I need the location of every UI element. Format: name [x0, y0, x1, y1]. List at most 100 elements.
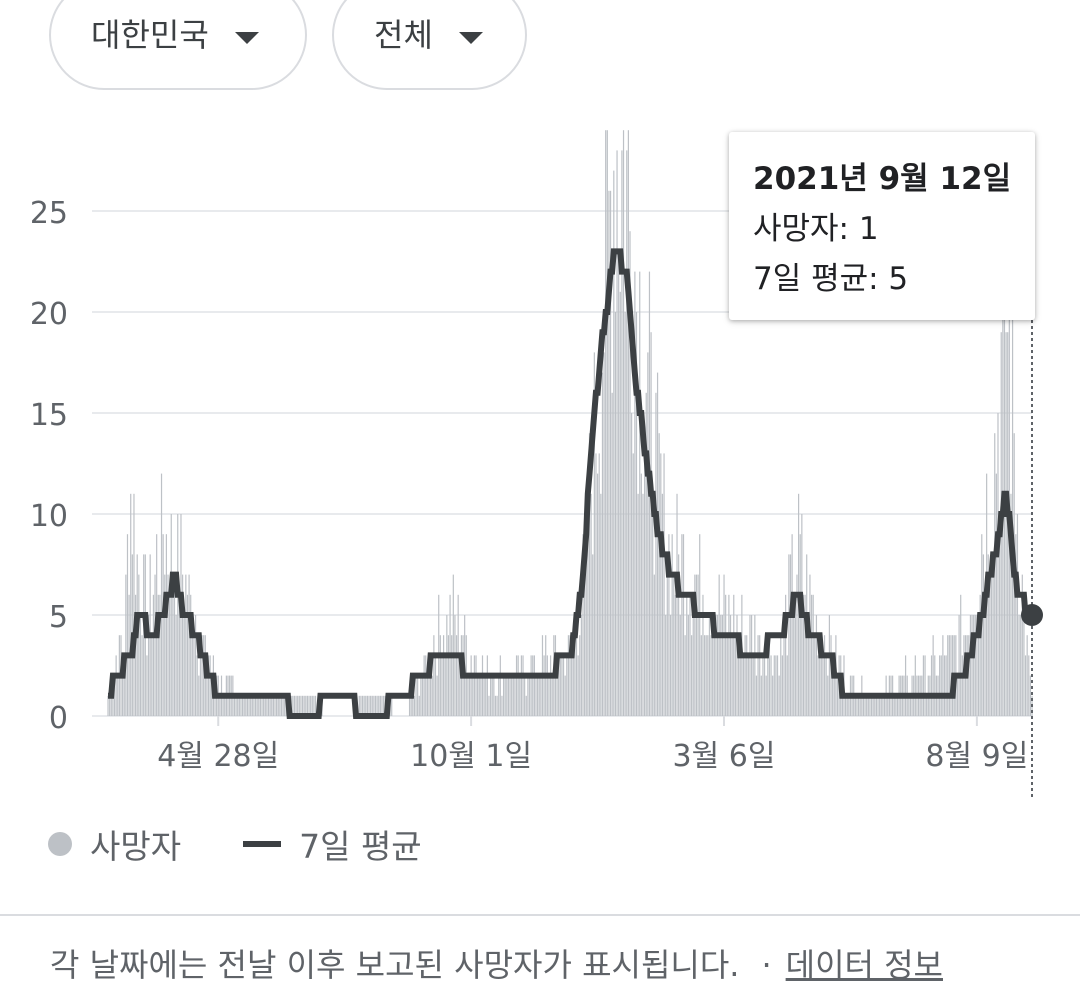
- deaths-bar: [391, 695, 393, 716]
- deaths-bar: [652, 514, 654, 716]
- deaths-bar: [235, 695, 237, 716]
- deaths-bar: [687, 615, 689, 716]
- deaths-bar: [678, 554, 680, 716]
- deaths-bar: [768, 635, 771, 716]
- deaths-bar: [948, 635, 950, 716]
- deaths-bar: [629, 231, 631, 716]
- chart-tooltip: 2021년 9월 12일 사망자: 1 7일 평균: 5: [729, 132, 1035, 320]
- deaths-bar: [828, 615, 831, 716]
- deaths-bar: [793, 615, 795, 716]
- deaths-bar: [571, 635, 573, 716]
- deaths-bar: [869, 695, 871, 716]
- deaths-bar: [277, 695, 279, 716]
- deaths-bar: [123, 655, 125, 716]
- deaths-bar: [188, 574, 190, 716]
- x-tick-label: 4월 28일: [157, 739, 279, 774]
- deaths-bar: [519, 675, 521, 716]
- deaths-bar: [254, 695, 257, 716]
- deaths-bar: [746, 635, 748, 716]
- country-filter-dropdown[interactable]: 대한민국: [49, 0, 307, 90]
- deaths-bar: [775, 655, 777, 716]
- deaths-bar: [306, 695, 309, 716]
- deaths-bar: [796, 574, 798, 716]
- deaths-bar: [115, 655, 117, 716]
- deaths-bar: [744, 635, 746, 716]
- deaths-bar: [673, 574, 675, 716]
- deaths-bar: [960, 594, 962, 716]
- deaths-bar: [765, 675, 767, 716]
- deaths-bar: [548, 675, 550, 716]
- deaths-bar: [162, 534, 164, 716]
- deaths-bar: [875, 695, 878, 716]
- deaths-bar: [924, 655, 926, 716]
- deaths-bar: [593, 352, 595, 716]
- deaths-bar: [178, 594, 180, 716]
- deaths-bar: [475, 655, 477, 716]
- deaths-bar: [809, 574, 811, 716]
- deaths-bar: [499, 655, 501, 716]
- deaths-bar: [410, 695, 412, 716]
- deaths-bar: [175, 615, 177, 716]
- deaths-bar: [626, 150, 628, 716]
- deaths-bar: [185, 574, 187, 716]
- deaths-bar: [660, 453, 662, 716]
- deaths-bar: [632, 453, 634, 716]
- deaths-chart[interactable]: 0 5 10 15 20 25 4월 28일 10월 1일 3월 6일 8월 9일: [0, 120, 1080, 810]
- deaths-bar: [874, 695, 876, 716]
- deaths-bar: [1024, 655, 1027, 716]
- deaths-bar: [358, 695, 360, 716]
- deaths-bar: [945, 655, 947, 716]
- deaths-bar: [585, 493, 587, 716]
- deaths-bar: [666, 574, 668, 716]
- deaths-bar: [282, 695, 284, 716]
- deaths-bar: [647, 352, 649, 716]
- deaths-bar: [846, 695, 848, 716]
- deaths-bar: [663, 453, 665, 716]
- type-filter-dropdown[interactable]: 전체: [332, 0, 527, 90]
- deaths-bar: [976, 615, 978, 716]
- deaths-bar: [246, 695, 249, 716]
- deaths-bar: [514, 675, 516, 716]
- deaths-bar: [713, 635, 715, 716]
- average-legend-line-icon: [243, 841, 282, 847]
- deaths-bar: [718, 574, 720, 716]
- deaths-bar: [895, 695, 897, 716]
- deaths-bar: [428, 655, 430, 716]
- deaths-bar: [360, 695, 362, 716]
- deaths-bar: [650, 332, 652, 716]
- deaths-bar: [710, 635, 712, 716]
- deaths-bar: [126, 534, 129, 716]
- deaths-bar: [447, 635, 450, 716]
- deaths-bar: [665, 615, 667, 716]
- deaths-bar: [159, 594, 161, 716]
- deaths-bar: [639, 271, 641, 716]
- deaths-bar: [582, 534, 584, 716]
- deaths-bar: [196, 655, 198, 716]
- deaths-bar: [251, 695, 253, 716]
- deaths-bar: [420, 675, 422, 716]
- deaths-bar: [524, 675, 526, 716]
- deaths-bar: [760, 675, 762, 716]
- deaths-bar: [276, 695, 278, 716]
- deaths-bar: [293, 695, 296, 716]
- deaths-bar: [305, 695, 307, 716]
- deaths-bar: [173, 574, 176, 716]
- legend-average-label: 7일 평균: [299, 827, 422, 866]
- deaths-bar: [383, 695, 385, 716]
- deaths-bar: [540, 675, 542, 716]
- deaths-bar: [608, 190, 610, 717]
- deaths-bar: [374, 695, 377, 716]
- deaths-bar: [723, 574, 725, 716]
- deaths-bar: [942, 635, 944, 716]
- deaths-bar: [995, 473, 997, 716]
- deaths-bar: [689, 594, 691, 716]
- deaths-bar: [596, 473, 599, 716]
- deaths-bar: [733, 594, 735, 716]
- deaths-bar: [674, 594, 677, 716]
- deaths-bar: [605, 130, 607, 716]
- deaths-bar: [483, 675, 485, 716]
- data-info-link[interactable]: 데이터 정보: [785, 946, 943, 984]
- deaths-bar: [182, 574, 184, 716]
- deaths-bar: [814, 635, 816, 716]
- deaths-bar: [989, 574, 991, 716]
